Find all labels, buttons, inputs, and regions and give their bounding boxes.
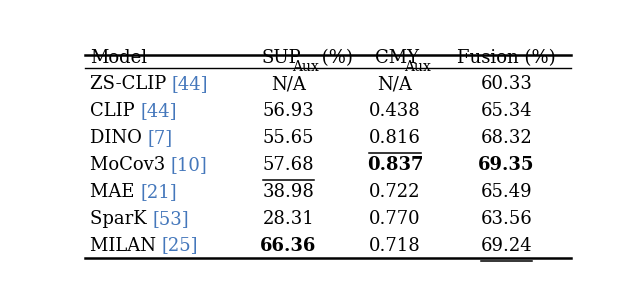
Text: SUP: SUP <box>261 49 301 67</box>
Text: 55.65: 55.65 <box>262 129 314 147</box>
Text: Fusion (%): Fusion (%) <box>457 49 556 67</box>
Text: 0.837: 0.837 <box>367 156 423 174</box>
Text: 69.35: 69.35 <box>478 156 535 174</box>
Text: 66.36: 66.36 <box>260 237 317 255</box>
Text: DINO: DINO <box>90 129 148 147</box>
Text: N/A: N/A <box>378 75 412 93</box>
Text: 38.98: 38.98 <box>262 183 314 201</box>
Text: [10]: [10] <box>171 156 207 174</box>
Text: [53]: [53] <box>152 210 189 228</box>
Text: 68.32: 68.32 <box>481 129 532 147</box>
Text: SparK: SparK <box>90 210 152 228</box>
Text: 63.56: 63.56 <box>481 210 532 228</box>
Text: 28.31: 28.31 <box>262 210 314 228</box>
Text: 69.24: 69.24 <box>481 237 532 255</box>
Text: 0.816: 0.816 <box>369 129 421 147</box>
Text: [21]: [21] <box>140 183 177 201</box>
Text: 60.33: 60.33 <box>481 75 532 93</box>
Text: [25]: [25] <box>162 237 198 255</box>
Text: 57.68: 57.68 <box>262 156 314 174</box>
Text: [7]: [7] <box>148 129 173 147</box>
Text: CMY: CMY <box>375 49 419 67</box>
Text: [44]: [44] <box>140 102 177 120</box>
Text: Model: Model <box>90 49 147 67</box>
Text: ZS-CLIP: ZS-CLIP <box>90 75 172 93</box>
Text: 0.770: 0.770 <box>369 210 420 228</box>
Text: 0.722: 0.722 <box>369 183 420 201</box>
Text: Aux: Aux <box>404 60 431 74</box>
Text: (%): (%) <box>316 49 353 67</box>
Text: CLIP: CLIP <box>90 102 140 120</box>
Text: MAE: MAE <box>90 183 140 201</box>
Text: 56.93: 56.93 <box>262 102 314 120</box>
Text: 0.718: 0.718 <box>369 237 421 255</box>
Text: 65.49: 65.49 <box>481 183 532 201</box>
Text: Aux: Aux <box>292 60 319 74</box>
Text: MoCov3: MoCov3 <box>90 156 171 174</box>
Text: N/A: N/A <box>271 75 306 93</box>
Text: 0.438: 0.438 <box>369 102 421 120</box>
Text: [44]: [44] <box>172 75 209 93</box>
Text: 65.34: 65.34 <box>481 102 532 120</box>
Text: MILAN: MILAN <box>90 237 162 255</box>
